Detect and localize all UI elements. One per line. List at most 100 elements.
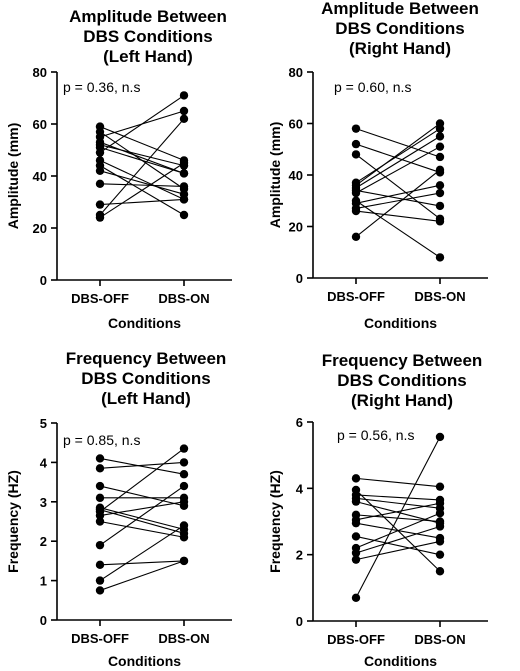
data-point-dbs-off bbox=[95, 148, 105, 157]
data-point-dbs-off bbox=[351, 532, 361, 541]
y-tick-label: 40 bbox=[289, 168, 303, 183]
data-point-dbs-on bbox=[435, 142, 445, 151]
y-tick-label: 20 bbox=[33, 221, 47, 236]
data-point-dbs-on bbox=[435, 152, 445, 162]
data-point-dbs-off bbox=[351, 548, 361, 558]
pair-line bbox=[99, 485, 185, 507]
data-point-dbs-off bbox=[95, 200, 105, 209]
data-point-dbs-on bbox=[435, 432, 445, 442]
y-tick-label: 3 bbox=[40, 495, 47, 510]
pair-line bbox=[355, 192, 441, 210]
data-point-dbs-on bbox=[179, 158, 189, 168]
y-axis-title: Amplitude (mm) bbox=[5, 123, 21, 230]
p-value-annotation: p = 0.60, n.s bbox=[334, 79, 411, 95]
x-tick-label: DBS-OFF bbox=[327, 289, 385, 304]
pair-line bbox=[355, 189, 441, 207]
data-point-dbs-on bbox=[179, 106, 189, 116]
chart-title-line: DBS Conditions bbox=[337, 371, 466, 390]
y-axis-title: Frequency (HZ) bbox=[5, 470, 21, 573]
chart-title-line: DBS Conditions bbox=[81, 369, 210, 388]
data-point-dbs-off bbox=[351, 555, 361, 564]
chart-title-line: Amplitude Between bbox=[321, 0, 479, 18]
pair-line bbox=[355, 200, 441, 258]
pair-line bbox=[355, 540, 441, 561]
y-tick-label: 0 bbox=[296, 271, 303, 286]
x-tick-label: DBS-OFF bbox=[71, 291, 129, 306]
data-point-dbs-on bbox=[435, 201, 445, 211]
y-tick-label: 40 bbox=[33, 169, 47, 184]
data-point-dbs-on bbox=[179, 91, 189, 100]
pair-line bbox=[355, 525, 441, 554]
data-point-dbs-off bbox=[351, 150, 361, 159]
data-point-dbs-off bbox=[351, 485, 361, 495]
p-value-annotation: p = 0.56, n.s bbox=[337, 427, 414, 443]
y-tick-label: 20 bbox=[289, 220, 303, 235]
pair-line bbox=[99, 501, 185, 517]
pair-line bbox=[99, 524, 185, 582]
pair-line bbox=[355, 436, 441, 599]
data-point-dbs-off bbox=[95, 454, 105, 463]
chart-title-line: (Right Hand) bbox=[349, 39, 451, 58]
data-point-dbs-off bbox=[351, 232, 361, 241]
pair-line bbox=[355, 146, 441, 194]
chart-title-line: (Right Hand) bbox=[351, 391, 453, 410]
pair-line bbox=[99, 144, 185, 167]
pair-line bbox=[355, 489, 441, 572]
y-tick-label: 2 bbox=[296, 548, 303, 563]
data-point-dbs-off bbox=[351, 474, 361, 483]
data-point-dbs-on bbox=[435, 188, 445, 198]
data-point-dbs-off bbox=[95, 540, 105, 550]
pair-line bbox=[355, 184, 441, 204]
data-point-dbs-on bbox=[179, 210, 189, 220]
pair-line bbox=[355, 128, 441, 184]
pair-line bbox=[355, 477, 441, 488]
chart-title-line: Frequency Between bbox=[66, 349, 227, 368]
data-point-dbs-on bbox=[435, 482, 445, 491]
pair-line bbox=[99, 170, 185, 195]
y-tick-label: 80 bbox=[33, 65, 47, 80]
data-point-dbs-off bbox=[95, 511, 105, 520]
pair-line bbox=[99, 485, 185, 546]
pair-line bbox=[99, 198, 185, 206]
data-point-dbs-on bbox=[435, 165, 445, 175]
y-axis-title: Frequency (HZ) bbox=[267, 470, 283, 573]
data-point-dbs-on bbox=[179, 444, 189, 453]
y-tick-label: 60 bbox=[289, 117, 303, 132]
data-point-dbs-on bbox=[435, 181, 445, 190]
y-tick-label: 80 bbox=[289, 65, 303, 80]
chart-title-line: Frequency Between bbox=[322, 351, 483, 370]
data-point-dbs-off bbox=[351, 518, 361, 528]
data-point-dbs-on bbox=[179, 169, 189, 178]
y-tick-label: 0 bbox=[296, 614, 303, 629]
pair-line bbox=[355, 497, 441, 509]
chart-title-line: DBS Conditions bbox=[335, 19, 464, 38]
x-tick-label: DBS-ON bbox=[158, 631, 209, 646]
chart-title-line: DBS Conditions bbox=[83, 27, 212, 46]
data-point-dbs-on bbox=[435, 567, 445, 576]
data-point-dbs-off bbox=[95, 179, 105, 188]
y-tick-label: 5 bbox=[40, 416, 47, 431]
data-point-dbs-off bbox=[95, 464, 105, 473]
data-point-dbs-on bbox=[179, 195, 189, 204]
x-axis-title: Conditions bbox=[108, 653, 181, 669]
pair-line bbox=[355, 494, 441, 501]
data-point-dbs-off bbox=[351, 497, 361, 506]
data-point-dbs-off bbox=[95, 166, 105, 175]
data-point-dbs-on bbox=[179, 114, 189, 124]
pair-line bbox=[355, 502, 441, 521]
y-tick-label: 4 bbox=[40, 455, 48, 470]
y-tick-label: 2 bbox=[40, 534, 47, 549]
x-tick-label: DBS-OFF bbox=[71, 631, 129, 646]
pair-line bbox=[99, 118, 185, 216]
data-point-dbs-off bbox=[95, 586, 105, 595]
pair-line bbox=[355, 135, 441, 189]
x-axis-title: Conditions bbox=[108, 315, 181, 331]
data-point-dbs-off bbox=[95, 213, 105, 222]
pair-line bbox=[355, 143, 441, 173]
pair-line bbox=[99, 146, 185, 174]
chart-title-line: (Left Hand) bbox=[103, 47, 193, 66]
